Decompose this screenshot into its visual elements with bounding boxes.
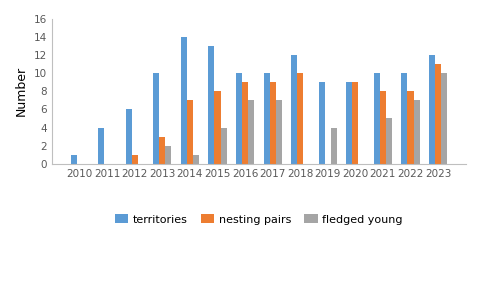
Bar [275,100,281,164]
Bar [236,73,241,164]
Bar [214,91,220,164]
Bar [407,91,413,164]
Y-axis label: Number: Number [15,66,28,116]
Bar [440,73,446,164]
Bar [351,82,358,164]
Bar [263,73,269,164]
Bar [346,82,351,164]
Bar [269,82,275,164]
Bar [330,127,336,164]
Bar [248,100,253,164]
Bar [132,155,137,164]
Bar [290,55,297,164]
Bar [428,55,434,164]
Bar [125,110,132,164]
Bar [186,100,192,164]
Legend: territories, nesting pairs, fledged young: territories, nesting pairs, fledged youn… [110,210,406,229]
Bar [241,82,248,164]
Bar [379,91,385,164]
Bar [434,64,440,164]
Bar [400,73,407,164]
Bar [98,127,104,164]
Bar [153,73,159,164]
Bar [71,155,76,164]
Bar [220,127,226,164]
Bar [180,37,186,164]
Bar [192,155,199,164]
Bar [297,73,302,164]
Bar [385,118,391,164]
Bar [159,137,165,164]
Bar [373,73,379,164]
Bar [208,46,214,164]
Bar [318,82,324,164]
Bar [413,100,419,164]
Bar [165,146,171,164]
